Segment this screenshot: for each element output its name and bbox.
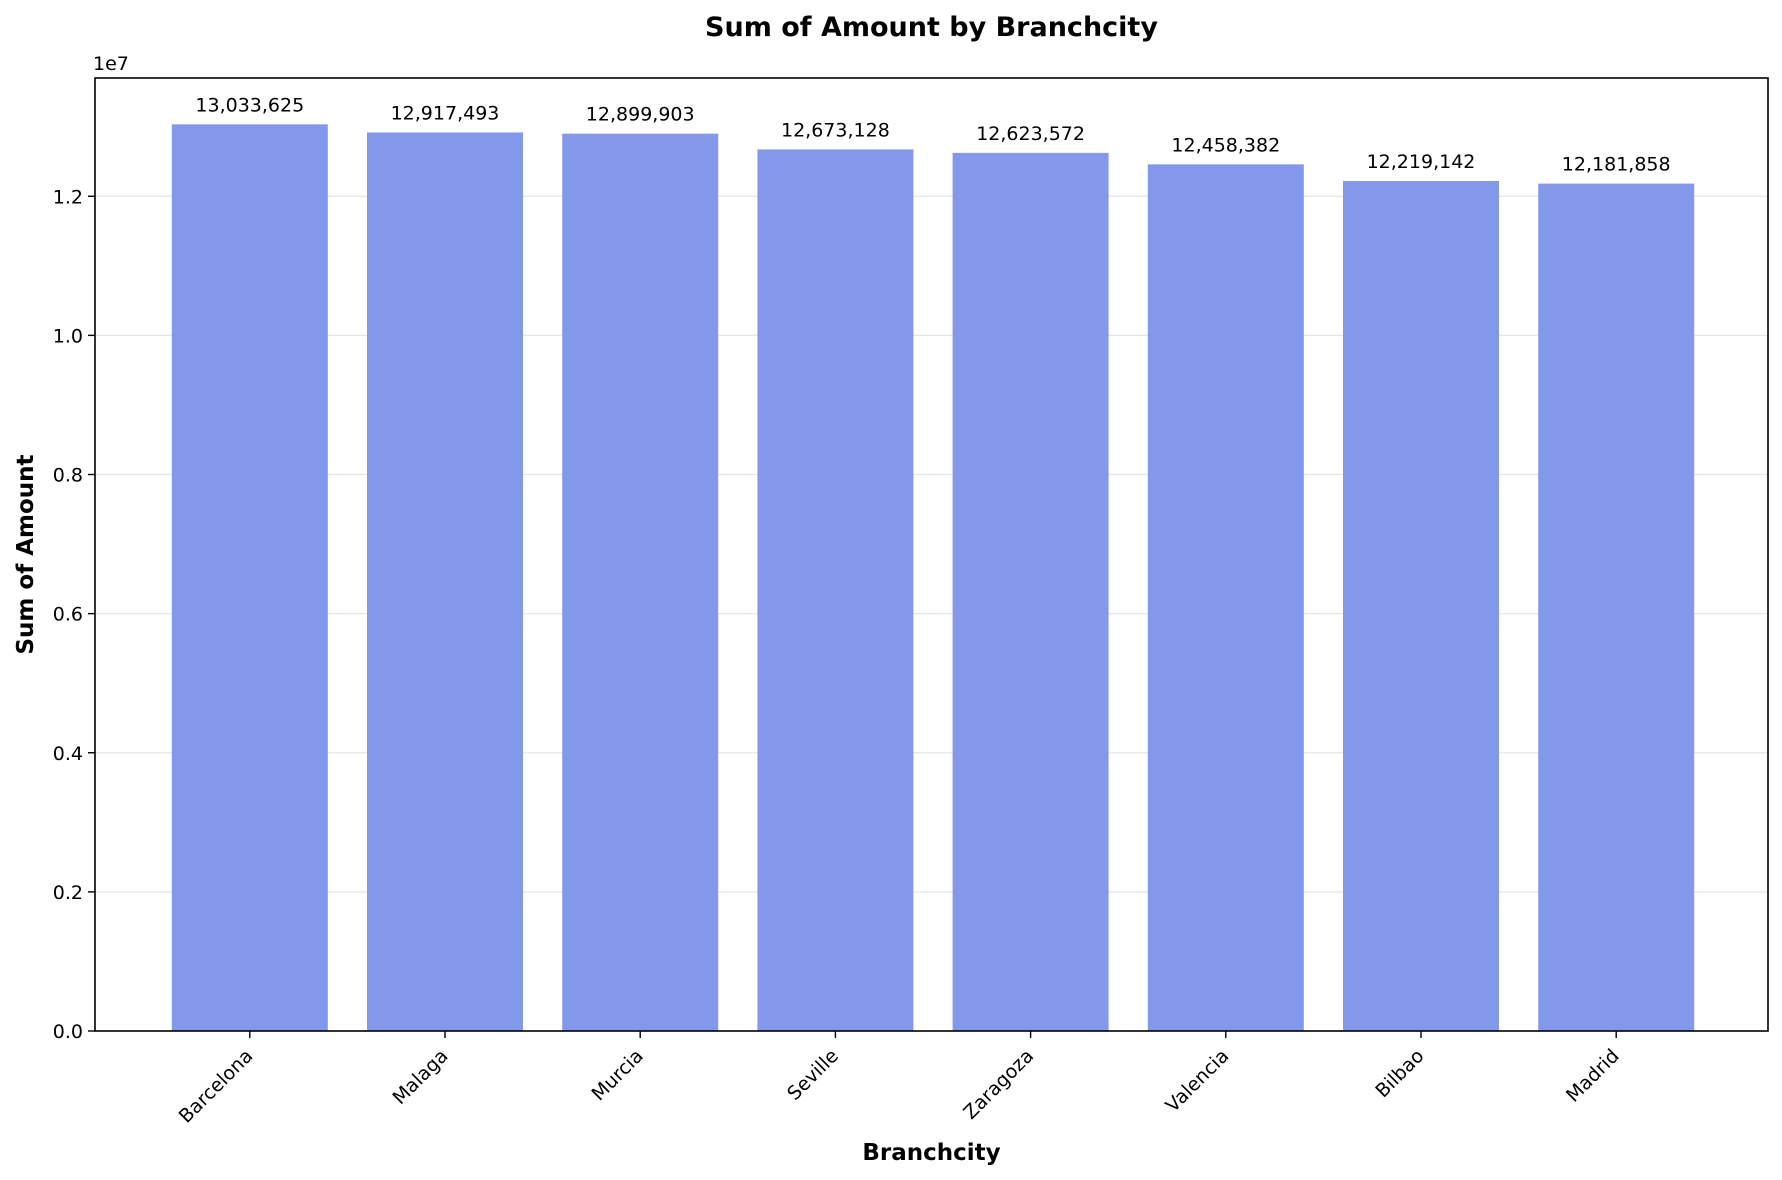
bars bbox=[171, 124, 1695, 1032]
bar-value-label: 12,219,142 bbox=[1367, 151, 1476, 173]
bar bbox=[562, 133, 719, 1032]
x-axis-ticks: Barcelona Malaga Murcia Seville Zaragoza Vale… bbox=[175, 1031, 1624, 1128]
y-axis-label: Sum of Amount bbox=[13, 454, 39, 654]
y-axis-offset-text: 1e7 bbox=[93, 53, 129, 75]
x-axis-label: Branchcity bbox=[862, 1140, 1000, 1166]
bar bbox=[367, 132, 523, 1031]
y-tick-label: 1.2 bbox=[53, 186, 83, 208]
chart-title: Sum of Amount by Branchcity bbox=[705, 12, 1158, 43]
bar-value-label: 12,673,128 bbox=[781, 119, 890, 141]
plot-frame bbox=[94, 77, 1769, 1032]
x-tick-label: Barcelona bbox=[175, 1045, 258, 1128]
y-axis-ticks: 0.0 0.2 0.4 0.6 0.8 1.0 1.2 bbox=[53, 186, 95, 1043]
bar-value-label: 12,623,572 bbox=[976, 123, 1085, 145]
x-tick-label: Bilbao bbox=[1371, 1045, 1428, 1102]
bar bbox=[757, 149, 914, 1031]
y-tick-label: 0.8 bbox=[53, 465, 83, 487]
x-tick-label: Seville bbox=[783, 1045, 843, 1105]
bar bbox=[952, 152, 1109, 1031]
bar-value-label: 12,917,493 bbox=[391, 102, 500, 124]
x-tick-label: Malaga bbox=[388, 1045, 452, 1109]
x-tick-label: Madrid bbox=[1562, 1045, 1624, 1107]
x-tick-label: Zaragoza bbox=[959, 1045, 1038, 1124]
y-tick-label: 1.0 bbox=[53, 325, 83, 347]
data-labels: 13,033,625 12,917,493 12,899,903 12,673,128… bbox=[195, 94, 1670, 175]
bar-value-label: 12,181,858 bbox=[1562, 154, 1671, 176]
bar bbox=[1343, 181, 1499, 1032]
y-tick-label: 0.2 bbox=[53, 882, 83, 904]
bar bbox=[1538, 183, 1695, 1032]
bar-value-label: 13,033,625 bbox=[195, 94, 304, 116]
gridlines bbox=[95, 195, 1768, 893]
x-tick-label: Valencia bbox=[1162, 1045, 1234, 1117]
y-tick-label: 0.0 bbox=[53, 1021, 83, 1043]
bar bbox=[171, 124, 328, 1031]
bar-value-label: 12,899,903 bbox=[586, 104, 695, 126]
y-tick-label: 0.4 bbox=[53, 743, 83, 765]
x-tick-label: Murcia bbox=[587, 1045, 647, 1105]
bar bbox=[1147, 164, 1304, 1031]
y-tick-label: 0.6 bbox=[53, 604, 83, 626]
bar-value-label: 12,458,382 bbox=[1171, 134, 1280, 156]
